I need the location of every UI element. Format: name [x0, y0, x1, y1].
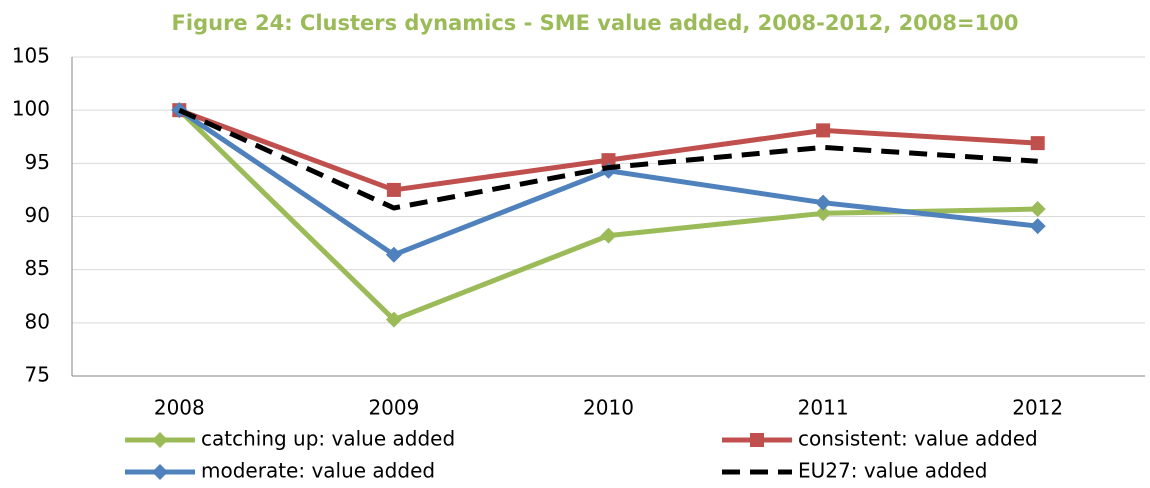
legend-marker	[152, 432, 168, 448]
marker	[815, 194, 832, 211]
x-tick-label: 2010	[583, 396, 634, 420]
marker	[1030, 136, 1045, 151]
marker	[600, 227, 617, 244]
marker	[1029, 201, 1046, 218]
chart-title: Figure 24: Clusters dynamics - SME value…	[172, 11, 1019, 35]
marker	[385, 246, 402, 263]
marker	[385, 311, 402, 328]
marker	[815, 205, 832, 222]
y-tick-label: 75	[25, 363, 50, 387]
legend-label: catching up: value added	[201, 427, 455, 451]
x-tick-label: 2012	[1012, 396, 1063, 420]
y-tick-label: 80	[25, 309, 50, 333]
y-tick-label: 105	[12, 44, 50, 68]
marker	[1029, 218, 1046, 235]
x-tick-label: 2011	[798, 396, 849, 420]
legend-label: EU27: value added	[798, 459, 987, 483]
y-tick-label: 85	[25, 256, 50, 280]
marker	[386, 182, 401, 197]
legend-label: moderate: value added	[201, 459, 435, 483]
marker	[816, 123, 831, 138]
y-tick-label: 100	[12, 97, 50, 121]
legend-label: consistent: value added	[798, 427, 1038, 451]
x-tick-label: 2009	[368, 396, 419, 420]
series-line	[177, 108, 1038, 323]
legend-marker	[152, 464, 168, 480]
y-tick-label: 95	[25, 150, 50, 174]
x-tick-label: 2008	[154, 396, 205, 420]
y-tick-label: 90	[25, 203, 50, 227]
legend-marker	[750, 433, 764, 447]
marker	[601, 153, 616, 168]
series-line	[178, 107, 1038, 211]
